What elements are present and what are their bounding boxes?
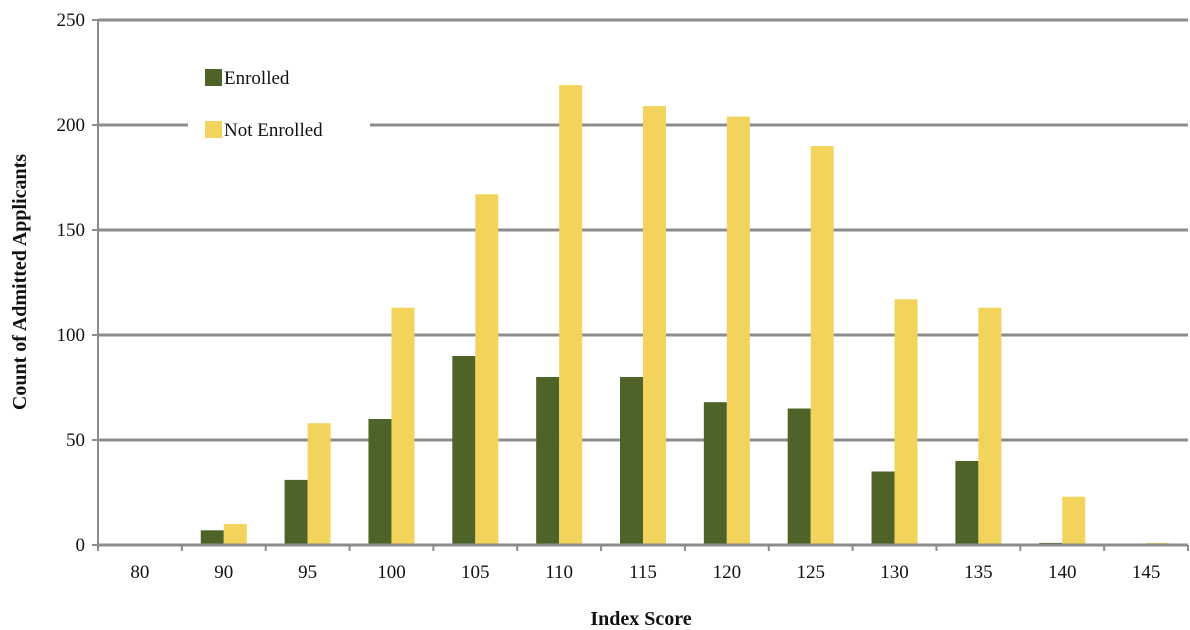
- legend-label: Enrolled: [224, 68, 290, 89]
- y-tick-label: 0: [76, 535, 86, 556]
- bar-enrolled: [200, 530, 224, 545]
- x-tick-label: 115: [629, 562, 657, 583]
- bar-enrolled: [284, 479, 308, 545]
- y-axis-ticks: 0 50 100 150 200 250: [57, 10, 99, 556]
- bar-not-enrolled: [391, 307, 415, 545]
- y-tick-label: 100: [57, 325, 86, 346]
- bar-not-enrolled: [559, 85, 583, 545]
- x-tick-label: 90: [214, 562, 233, 583]
- bar-enrolled: [536, 377, 560, 545]
- x-tick-label: 145: [1132, 562, 1161, 583]
- y-tick-label: 50: [66, 430, 85, 451]
- bar-not-enrolled: [1062, 496, 1086, 545]
- x-tick-label: 125: [796, 562, 825, 583]
- x-tick-label: 100: [377, 562, 406, 583]
- x-tick-label: 135: [964, 562, 993, 583]
- legend-label: Not Enrolled: [224, 120, 323, 141]
- bar-not-enrolled: [475, 194, 499, 546]
- x-tick-label: 80: [130, 562, 149, 583]
- x-tick-label: 130: [880, 562, 909, 583]
- x-axis-title: Index Score: [590, 608, 691, 630]
- bars: [200, 85, 1170, 546]
- x-tick-label: 120: [713, 562, 742, 583]
- bar-not-enrolled: [978, 307, 1002, 545]
- y-tick-label: 150: [57, 220, 86, 241]
- bar-enrolled: [871, 471, 895, 545]
- bar-enrolled: [452, 356, 476, 545]
- bar-not-enrolled: [810, 146, 834, 545]
- x-tick-label: 95: [298, 562, 317, 583]
- bar-enrolled: [620, 377, 643, 545]
- bar-not-enrolled: [223, 524, 247, 545]
- x-tick-label: 110: [545, 562, 573, 583]
- legend-swatch-enrolled: [205, 69, 222, 86]
- bar-not-enrolled: [307, 423, 331, 545]
- y-tick-label: 200: [57, 115, 86, 136]
- bar-enrolled: [787, 408, 811, 545]
- bar-enrolled: [368, 419, 392, 545]
- y-axis-title: Count of Admitted Applicants: [9, 154, 31, 410]
- legend-swatch-not-enrolled: [205, 121, 222, 138]
- bar-not-enrolled: [726, 116, 750, 545]
- x-tick-label: 105: [461, 562, 490, 583]
- y-tick-label: 250: [57, 10, 86, 31]
- x-axis: 80 90 95 100 105 110 115 120 125 130 135 140 145: [97, 543, 1189, 583]
- bar-not-enrolled: [894, 299, 918, 545]
- x-tick-label: 140: [1048, 562, 1077, 583]
- bar-not-enrolled: [643, 106, 666, 545]
- bar-enrolled: [955, 461, 979, 545]
- bar-enrolled: [703, 402, 727, 545]
- legend: Enrolled Not Enrolled: [188, 58, 370, 150]
